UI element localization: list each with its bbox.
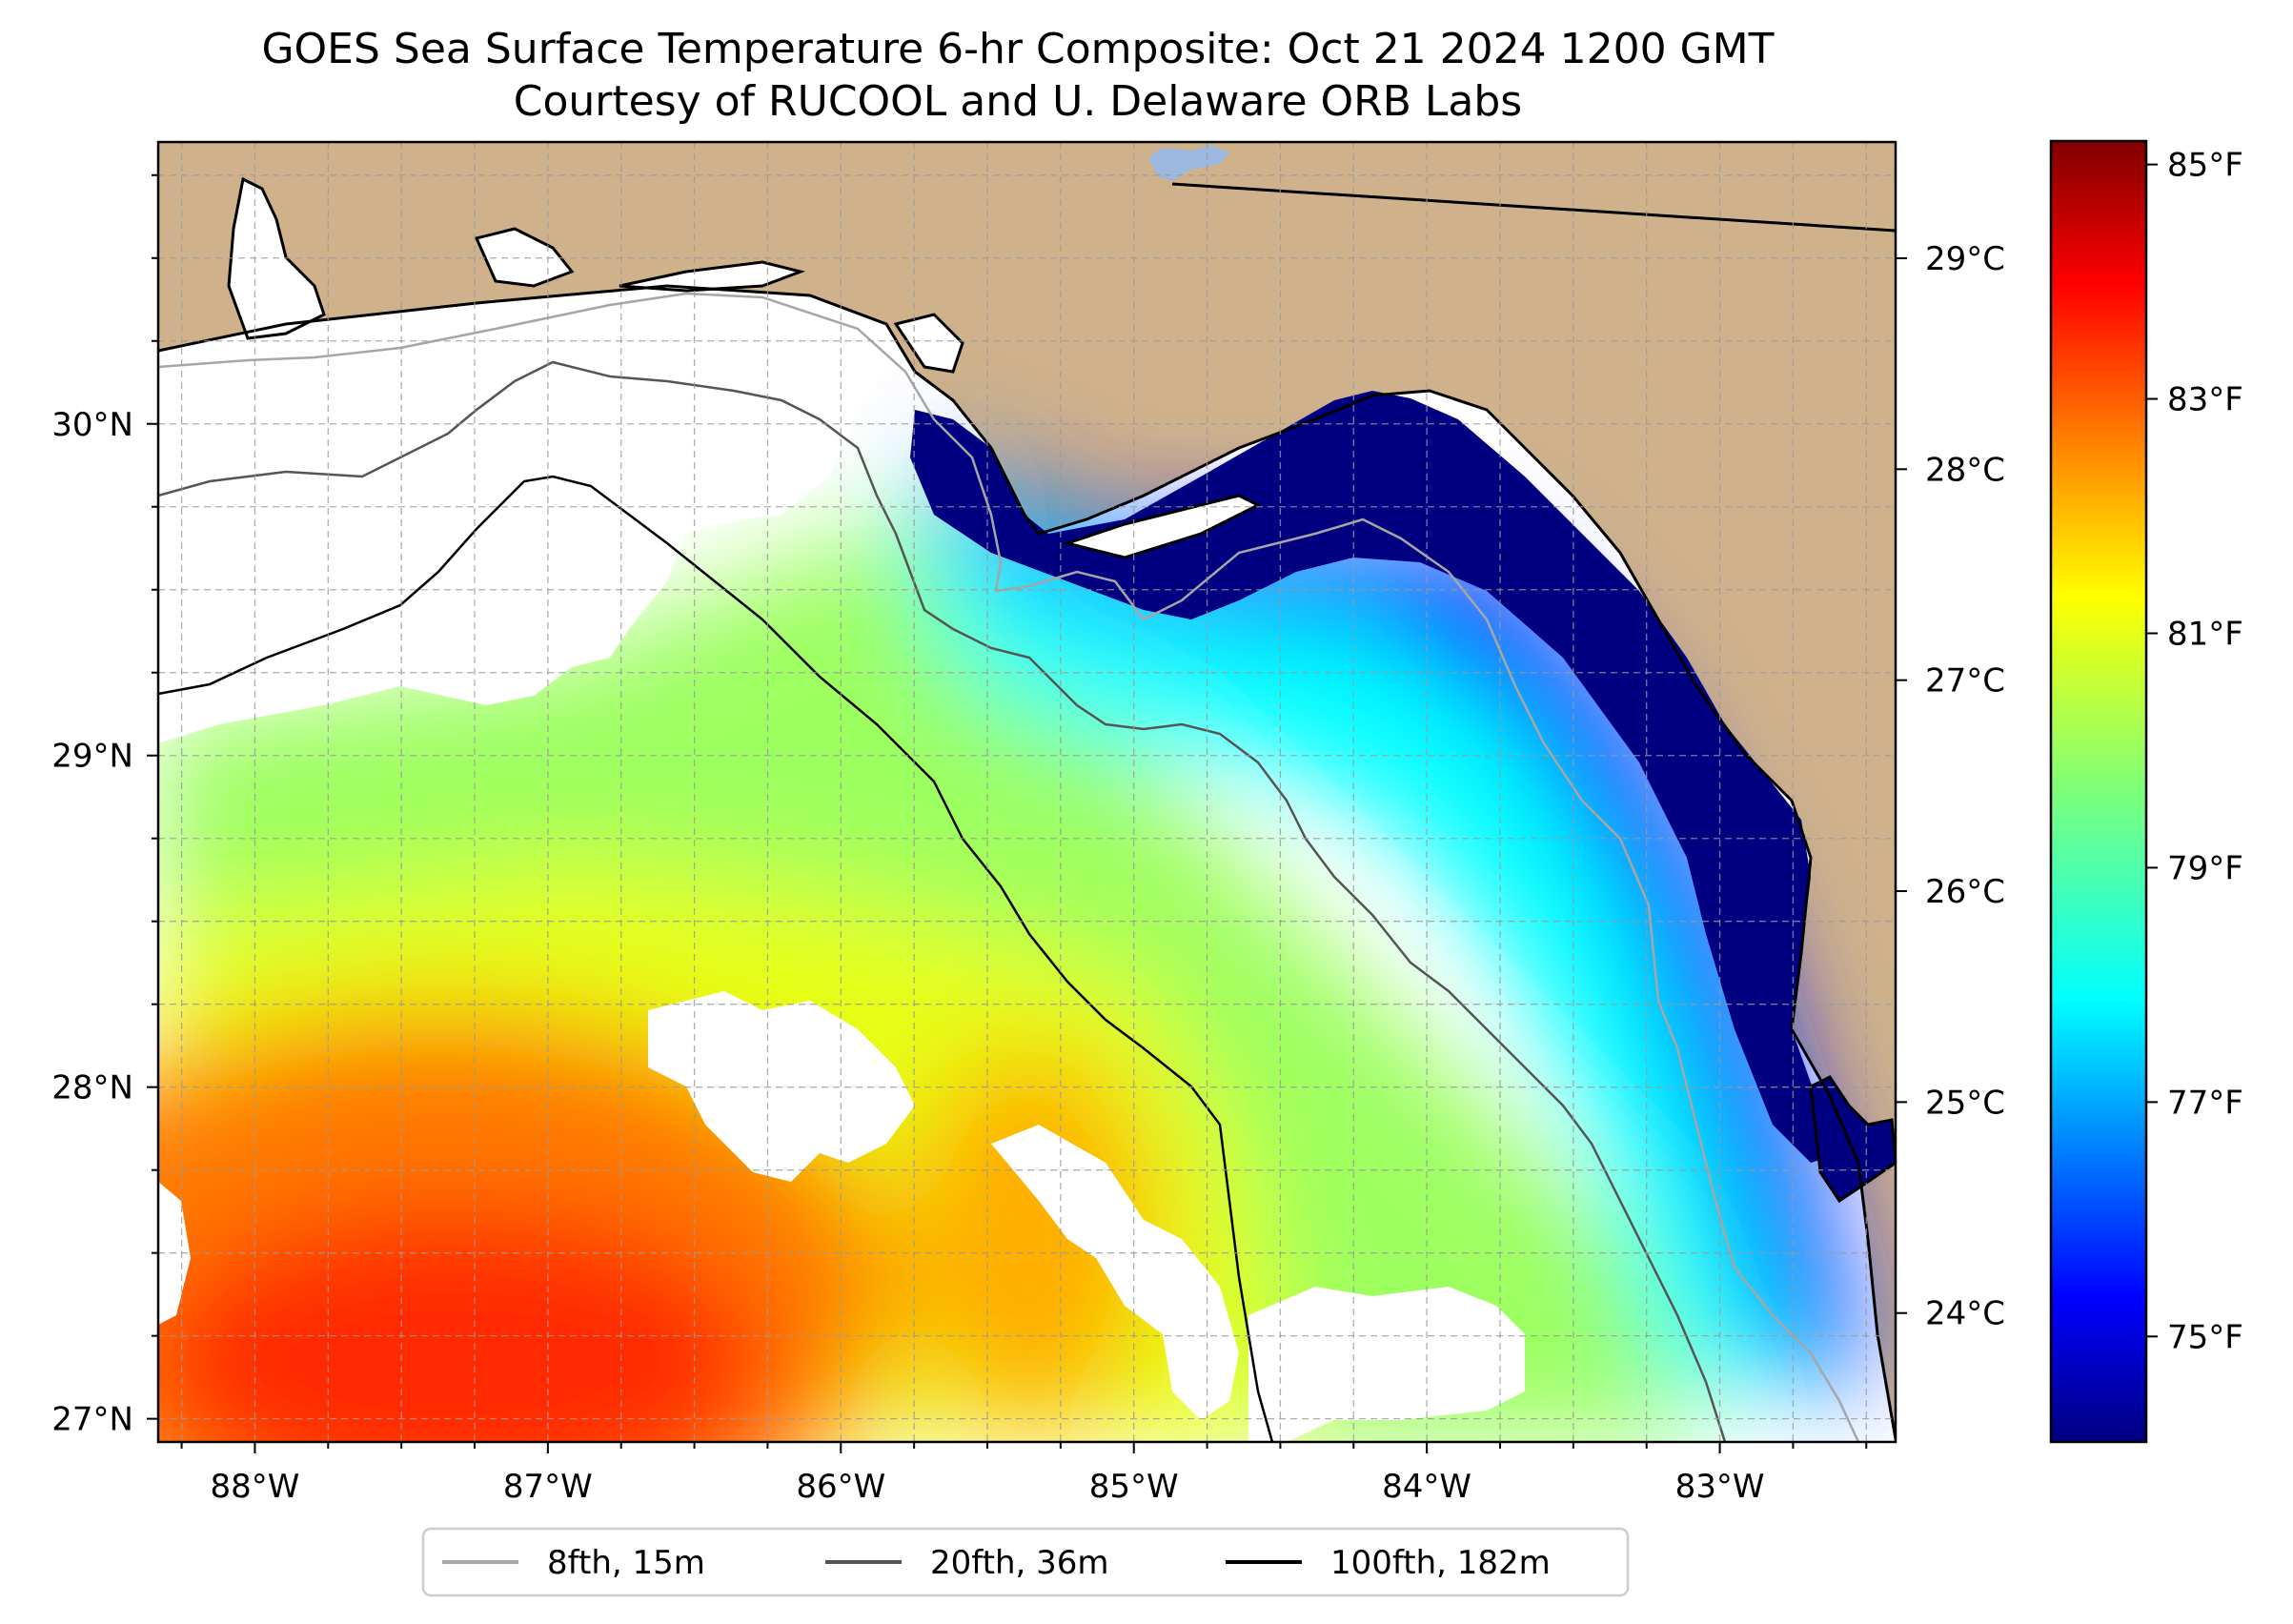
cbar-c-label: 27°C [1925, 662, 2005, 700]
sst-field [158, 286, 1896, 1442]
colorbar-ticks: 75°F 77°F 79°F 81°F 83°F 85°F 24°C 25°C 26°C 27°C… [1896, 147, 2243, 1356]
no-data-patch-1 [648, 991, 915, 1182]
cbar-f-label: 85°F [2167, 147, 2243, 185]
lon-tick-label: 85°W [1089, 1468, 1179, 1506]
cbar-c-label: 29°C [1925, 240, 2005, 278]
isobath-20fth [158, 360, 1727, 1442]
cbar-f-label: 83°F [2167, 381, 2243, 419]
no-data-patch-2 [991, 1125, 1239, 1420]
title-line-2: Courtesy of RUCOOL and U. Delaware ORB L… [514, 77, 1522, 126]
no-data-patch-3 [1248, 1287, 1525, 1442]
lon-tick-label: 83°W [1675, 1468, 1765, 1506]
cbar-c-label: 26°C [1925, 873, 2005, 911]
colorbar: 75°F 77°F 79°F 81°F 83°F 85°F 24°C 25°C 26°C 27°C… [1896, 139, 2243, 1444]
lon-tick-label: 86°W [796, 1468, 885, 1506]
lat-tick-label: 28°N [51, 1069, 133, 1107]
cbar-f-label: 77°F [2167, 1084, 2243, 1122]
isobath-100fth [158, 475, 1274, 1442]
gridlines [158, 142, 1896, 1442]
lat-tick-label: 30°N [51, 406, 133, 444]
mobile-bay [227, 176, 326, 340]
colorbar-gradient [2049, 139, 2148, 1444]
cold-nearshore-band [910, 391, 1839, 1163]
state-boundary [1171, 182, 1896, 233]
st-andrew-bay [893, 313, 964, 374]
map-axes: 88°W 87°W 86°W 85°W 84°W 83°W 30°N 29°N 28°N 27°N [51, 173, 1868, 1506]
isobath-8fth [158, 292, 1860, 1442]
title-line-1: GOES Sea Surface Temperature 6-hr Compos… [261, 25, 1774, 73]
lon-tick-label: 87°W [503, 1468, 593, 1506]
map-frame [156, 140, 1897, 1444]
legend-label-8fth: 8fth, 15m [547, 1544, 705, 1582]
legend: 8fth, 15m 20fth, 36m 100fth, 182m [421, 1527, 1630, 1597]
lake-seminole [1148, 145, 1229, 181]
cbar-f-label: 75°F [2167, 1318, 2243, 1356]
cbar-c-label: 24°C [1925, 1295, 2005, 1333]
cbar-c-label: 25°C [1925, 1084, 2005, 1122]
lat-tick-label: 29°N [51, 738, 133, 776]
cbar-c-label: 28°C [1925, 451, 2005, 489]
legend-label-20fth: 20fth, 36m [930, 1544, 1109, 1582]
lat-tick-label: 27°N [51, 1401, 133, 1439]
lon-tick-label: 88°W [211, 1468, 300, 1506]
lon-tick-label: 84°W [1382, 1468, 1471, 1506]
cbar-f-label: 81°F [2167, 615, 2243, 653]
choctawhatchee-bay [619, 260, 806, 293]
legend-label-100fth: 100fth, 182m [1330, 1544, 1551, 1582]
map-panel [158, 142, 1896, 1442]
legend-box [421, 1527, 1630, 1597]
cbar-f-label: 79°F [2167, 849, 2243, 887]
